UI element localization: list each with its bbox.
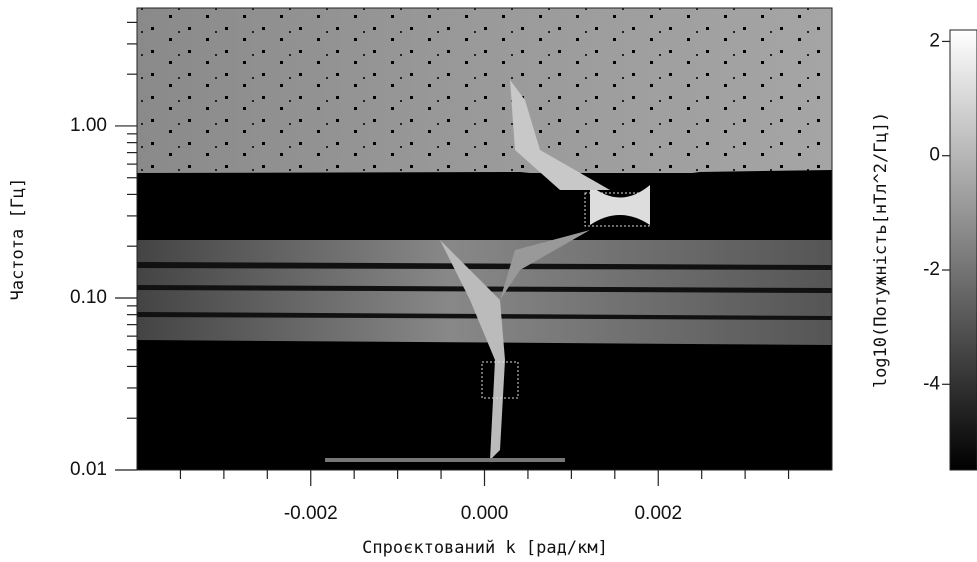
colorbar-tick-label: -4 xyxy=(923,373,940,394)
x-tick-label: -0.002 xyxy=(284,503,338,524)
colorbar xyxy=(949,29,977,471)
colorbar-tick-label: 0 xyxy=(929,145,940,166)
colorbar-label: log10(Потужність[нТл^2/Гц]) xyxy=(871,112,891,388)
x-axis-label: Спроєктований k [рад/км] xyxy=(362,538,608,558)
y-axis-label: Частота [Гц] xyxy=(8,178,28,301)
x-tick-label: 0.000 xyxy=(461,503,509,524)
y-tick-label: 0.10 xyxy=(70,287,107,308)
y-tick-label: 1.00 xyxy=(70,115,107,136)
y-tick-label: 0.01 xyxy=(70,459,107,480)
colorbar-tick-label: 2 xyxy=(929,30,940,51)
heatmap xyxy=(137,8,832,470)
colorbar-tick-label: -2 xyxy=(923,259,940,280)
x-tick-label: 0.002 xyxy=(634,503,682,524)
